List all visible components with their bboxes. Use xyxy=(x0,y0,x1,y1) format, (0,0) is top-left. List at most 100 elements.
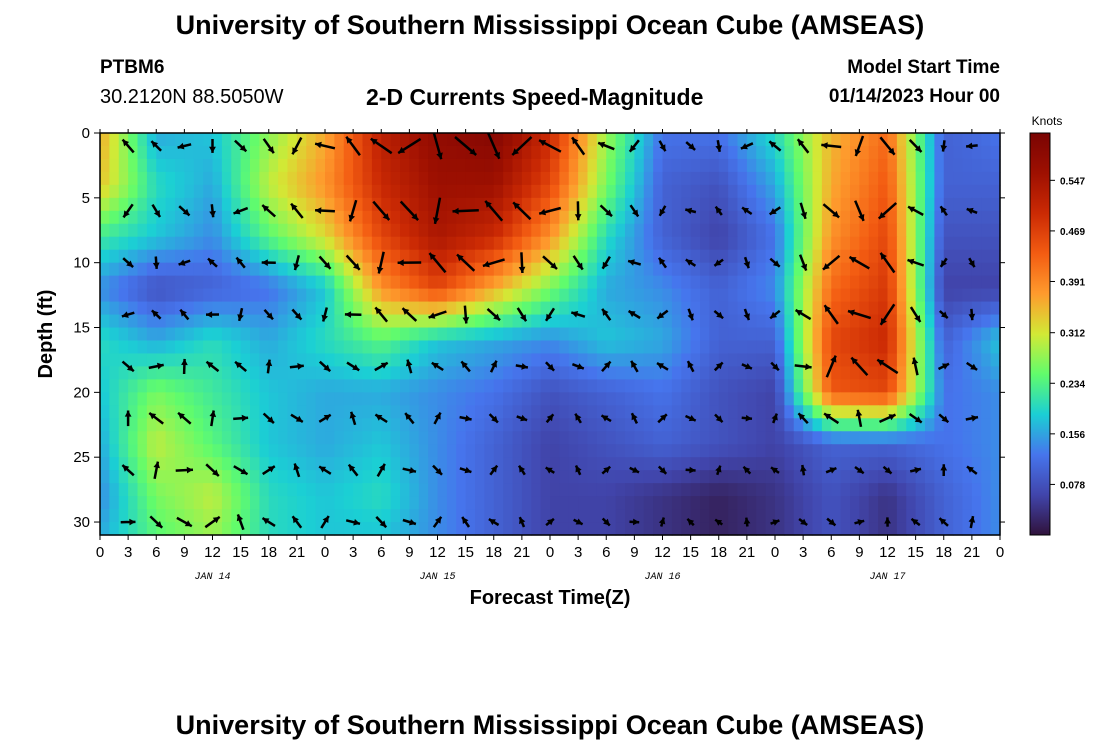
heatmap-cell xyxy=(203,522,214,536)
heatmap-cell xyxy=(325,470,335,484)
heatmap-cell xyxy=(906,392,917,406)
heatmap-cell xyxy=(784,197,795,212)
heatmap-cell xyxy=(615,197,626,212)
x-tick-label: 18 xyxy=(935,544,952,561)
heatmap-cell xyxy=(615,444,626,458)
heatmap-cell xyxy=(212,262,223,277)
heatmap-cell xyxy=(503,405,514,419)
heatmap-cell xyxy=(193,197,204,212)
heatmap-cell xyxy=(371,522,382,536)
heatmap-cell xyxy=(615,184,626,199)
heatmap-cell xyxy=(493,158,504,173)
heatmap-cell xyxy=(268,457,279,471)
heatmap-cell xyxy=(371,483,382,497)
heatmap-cell xyxy=(512,236,523,251)
heatmap-cell xyxy=(840,457,851,471)
heatmap-cell xyxy=(437,249,448,264)
current-arrow xyxy=(234,360,248,373)
heatmap-cell xyxy=(493,262,504,277)
heatmap-cell xyxy=(306,444,317,458)
heatmap-cell xyxy=(512,353,523,368)
heatmap-cell xyxy=(990,288,1001,303)
current-arrow xyxy=(826,517,837,527)
heatmap-cell xyxy=(925,236,935,251)
heatmap-cell xyxy=(606,405,617,419)
heatmap-cell xyxy=(990,470,1001,484)
heatmap-cell xyxy=(971,470,982,484)
heatmap-cell xyxy=(859,249,870,264)
current-arrow xyxy=(570,311,586,318)
heatmap-cell xyxy=(775,483,785,497)
heatmap-cell xyxy=(503,431,514,445)
heatmap-cell xyxy=(118,223,129,238)
heatmap-cell xyxy=(662,145,673,160)
heatmap-cell xyxy=(962,457,973,471)
heatmap-cell xyxy=(175,392,185,406)
heatmap-cell xyxy=(221,522,232,536)
heatmap-cell xyxy=(887,236,898,251)
current-arrow xyxy=(741,206,753,216)
heatmap-cell xyxy=(353,197,364,212)
heatmap-cell xyxy=(906,223,917,238)
heatmap-cell xyxy=(896,366,907,380)
heatmap-cell xyxy=(334,171,345,186)
heatmap-cell xyxy=(718,288,729,303)
heatmap-cell xyxy=(587,210,598,225)
current-arrow xyxy=(314,141,336,150)
heatmap-cell xyxy=(915,444,926,458)
heatmap-cell xyxy=(343,275,354,290)
current-arrow xyxy=(769,309,781,320)
heatmap-cell xyxy=(428,262,439,277)
heatmap-cell xyxy=(859,340,870,355)
heatmap-cell xyxy=(925,301,935,316)
heatmap-cell xyxy=(925,288,935,303)
current-arrow xyxy=(293,463,301,478)
heatmap-cell xyxy=(165,223,176,238)
current-arrow xyxy=(878,413,897,424)
current-arrow xyxy=(482,258,505,268)
heatmap-cell xyxy=(362,236,373,251)
heatmap-cell xyxy=(240,379,251,393)
heatmap-cell xyxy=(118,366,129,380)
heatmap-cell xyxy=(934,133,945,147)
heatmap-cell xyxy=(390,483,401,497)
heatmap-cell xyxy=(831,353,842,368)
heatmap-cell xyxy=(531,210,542,225)
heatmap-cell xyxy=(700,366,710,380)
heatmap-cell xyxy=(306,366,317,380)
heatmap-cell xyxy=(756,197,767,212)
heatmap-cell xyxy=(821,197,832,212)
heatmap-cell xyxy=(671,470,682,484)
heatmap-cell xyxy=(475,145,485,160)
heatmap-cell xyxy=(859,171,870,186)
heatmap-cell xyxy=(184,522,195,536)
heatmap-cell xyxy=(193,483,204,497)
heatmap-cell xyxy=(681,418,692,432)
heatmap-cell xyxy=(840,223,851,238)
heatmap-cell xyxy=(531,223,542,238)
heatmap-cell xyxy=(390,262,401,277)
heatmap-cell xyxy=(625,249,635,264)
heatmap-cell xyxy=(296,301,307,316)
current-arrow xyxy=(515,363,529,370)
heatmap-cell xyxy=(390,133,401,147)
heatmap-cell xyxy=(643,509,654,523)
colorbar-tick-label: 0.078 xyxy=(1060,480,1085,491)
heatmap-cell xyxy=(775,288,785,303)
heatmap-cell xyxy=(540,470,551,484)
heatmap-cell xyxy=(250,340,260,355)
heatmap-cell xyxy=(278,457,289,471)
heatmap-cell xyxy=(128,522,139,536)
heatmap-cell xyxy=(746,496,757,510)
heatmap-cell xyxy=(728,275,739,290)
heatmap-cell xyxy=(962,444,973,458)
heatmap-cell xyxy=(896,171,907,186)
heatmap-cell xyxy=(812,249,823,264)
heatmap-cell xyxy=(812,522,823,536)
heatmap-cell xyxy=(803,444,814,458)
heatmap-cell xyxy=(690,210,701,225)
heatmap-cell xyxy=(259,340,270,355)
heatmap-cell xyxy=(718,444,729,458)
heatmap-cell xyxy=(512,275,523,290)
heatmap-cell xyxy=(315,275,326,290)
